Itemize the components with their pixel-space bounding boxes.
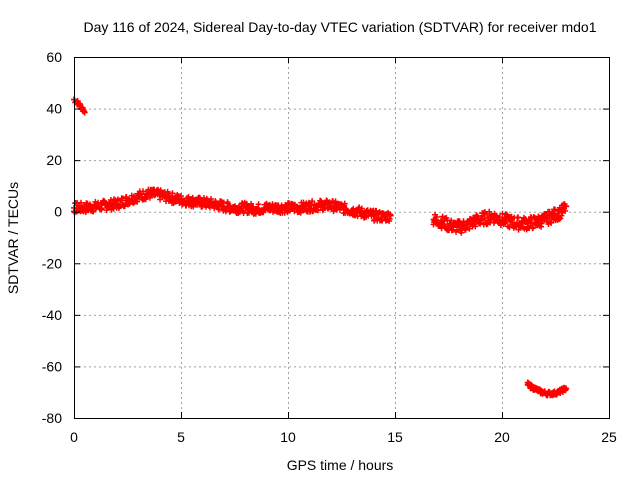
data-point <box>274 204 281 211</box>
x-tick-label: 15 <box>387 429 403 445</box>
data-point <box>481 215 488 222</box>
y-tick-label: -80 <box>42 410 62 426</box>
series-seg3-markers <box>430 201 569 236</box>
data-point <box>550 390 557 397</box>
data-point <box>516 220 523 227</box>
data-point <box>359 210 366 217</box>
data-point <box>558 208 565 215</box>
data-point <box>387 212 394 219</box>
data-point <box>295 204 302 211</box>
data-point <box>220 203 227 210</box>
x-tick-label: 25 <box>601 429 617 445</box>
x-tick-label: 10 <box>280 429 296 445</box>
data-point <box>550 212 557 219</box>
series-seg1 <box>71 96 88 116</box>
data-point <box>124 197 131 204</box>
data-point <box>524 381 531 388</box>
data-point <box>145 190 152 197</box>
data-point <box>113 200 120 207</box>
data-point <box>447 222 454 229</box>
data-point <box>537 388 544 395</box>
data-point <box>242 204 249 211</box>
data-point <box>285 204 291 211</box>
data-point <box>464 221 471 228</box>
data-point <box>473 217 480 224</box>
data-point <box>231 204 238 211</box>
data-point <box>499 216 505 223</box>
y-tick-label: -40 <box>42 307 62 323</box>
data-point <box>79 105 86 112</box>
plot-frame <box>74 57 610 419</box>
series-seg4 <box>524 379 570 399</box>
series-seg3 <box>430 201 570 236</box>
data-point <box>563 203 570 210</box>
data-point <box>178 197 184 204</box>
data-point <box>338 204 345 211</box>
data-point <box>306 203 313 210</box>
data-point <box>556 388 563 395</box>
data-points <box>71 96 570 399</box>
x-tick-label: 20 <box>494 429 510 445</box>
data-point <box>349 207 356 214</box>
data-point <box>263 204 270 211</box>
data-point <box>103 202 110 209</box>
data-point <box>327 202 334 209</box>
data-point <box>167 194 174 201</box>
data-point <box>252 206 259 213</box>
x-tick-label: 5 <box>177 429 185 445</box>
data-point <box>543 390 550 397</box>
data-point <box>81 109 88 116</box>
data-point <box>135 193 142 200</box>
data-point <box>456 224 463 231</box>
y-axis-label: SDTVAR / TECUs <box>5 182 21 294</box>
data-point <box>92 203 99 210</box>
data-point <box>524 220 531 227</box>
data-point <box>507 219 514 226</box>
data-point <box>490 213 497 220</box>
y-tick-label: 20 <box>46 152 62 168</box>
x-axis-label: GPS time / hours <box>287 457 394 473</box>
y-tick-label: 0 <box>54 204 62 220</box>
data-point <box>370 212 377 219</box>
data-point <box>317 202 324 209</box>
series-seg2 <box>71 186 394 224</box>
data-point <box>75 100 82 107</box>
data-point <box>381 213 388 220</box>
y-tick-label: -20 <box>42 255 62 271</box>
data-point <box>533 219 540 226</box>
grid <box>74 57 609 418</box>
chart-title: Day 116 of 2024, Sidereal Day-to-day VTE… <box>83 19 596 35</box>
y-tick-label: 60 <box>46 49 62 65</box>
axes: 0 5 10 15 20 25 -80 -60 -40 -20 0 20 40 60 <box>42 49 617 445</box>
data-point <box>531 385 538 392</box>
series-seg2-markers <box>71 186 394 224</box>
x-tick-label: 0 <box>70 429 78 445</box>
data-point <box>156 191 163 198</box>
data-point <box>199 199 206 206</box>
y-tick-label: 40 <box>46 101 62 117</box>
y-tick-label: -60 <box>42 358 62 374</box>
data-point <box>430 216 437 223</box>
data-point <box>439 219 446 226</box>
data-point <box>210 200 217 207</box>
data-point <box>563 385 570 392</box>
data-point <box>188 198 195 205</box>
data-point <box>81 204 88 211</box>
data-point <box>541 216 548 223</box>
